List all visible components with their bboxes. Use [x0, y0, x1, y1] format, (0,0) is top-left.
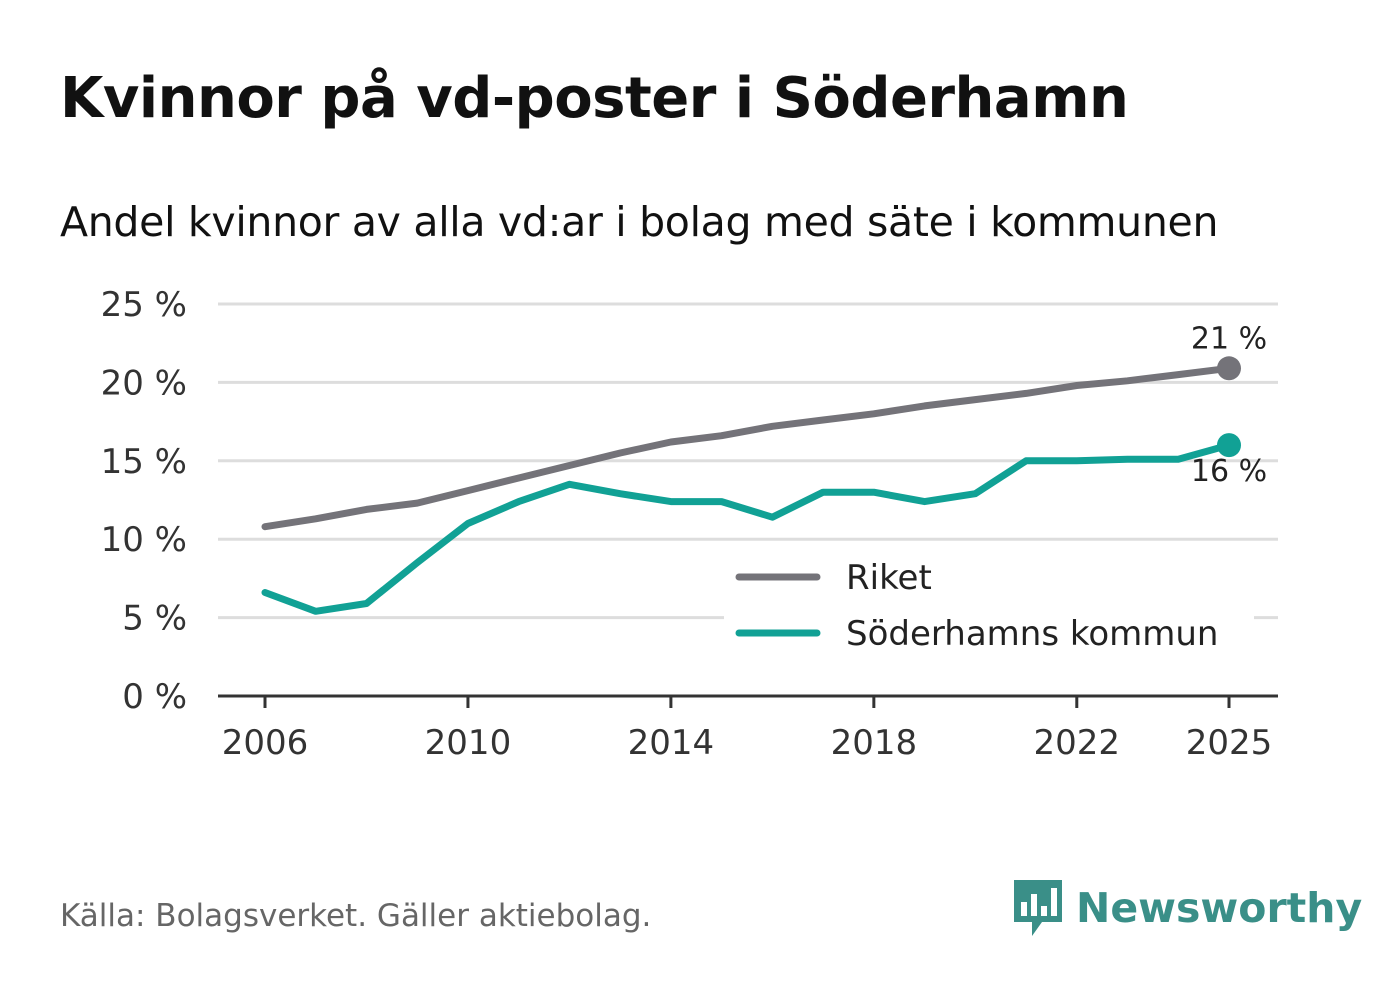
data-point [670, 501, 671, 502]
chart-title: Kvinnor på vd-poster i Söderhamn [60, 66, 1129, 131]
data-point [772, 426, 773, 427]
end-point-marker [1217, 356, 1241, 381]
y-tick-label: 20 % [101, 363, 187, 403]
end-label-soderhamn: 16 % [1191, 454, 1267, 489]
data-point [417, 562, 418, 563]
data-point [366, 603, 367, 604]
data-point [721, 435, 722, 436]
brand-name: Newsworthy [1076, 884, 1363, 932]
data-point [265, 526, 266, 527]
data-point [1076, 385, 1077, 386]
legend-label-soderhamn: Söderhamns kommun [846, 614, 1218, 654]
data-point [265, 592, 266, 593]
data-point [1178, 459, 1179, 460]
y-axis-ticks: 0 % 5 % 10 % 15 % 20 % 25 % [101, 285, 187, 717]
data-point [1178, 374, 1179, 375]
data-point [518, 501, 519, 502]
series-line-soderhamn [261, 441, 1233, 615]
data-point [1026, 393, 1027, 394]
data-point [1127, 459, 1128, 460]
data-point [873, 413, 874, 414]
y-tick-label: 15 % [101, 442, 187, 482]
x-axis-ticks: 2006 2010 2014 2018 2022 2025 [222, 696, 1273, 763]
source-note: Källa: Bolagsverket. Gäller aktiebolag. [60, 898, 652, 934]
data-point [924, 501, 925, 502]
data-point [620, 452, 621, 453]
data-point [670, 441, 671, 442]
series-riket: 21 % [261, 321, 1267, 531]
x-tick-label: 2018 [831, 723, 918, 763]
series-soderhamn: 16 % [261, 433, 1267, 615]
x-tick-label: 2014 [628, 723, 715, 763]
y-tick-label: 10 % [101, 520, 187, 560]
data-point [518, 478, 519, 479]
data-point [772, 517, 773, 518]
data-point [315, 611, 316, 612]
data-point [823, 420, 824, 421]
y-tick-label: 25 % [101, 285, 187, 325]
y-tick-label: 0 % [122, 677, 187, 717]
x-tick-label: 2022 [1034, 723, 1121, 763]
data-point [1127, 380, 1128, 381]
data-point [417, 503, 418, 504]
legend: Riket Söderhamns kommun [724, 548, 1254, 670]
data-point [569, 465, 570, 466]
series-line-riket [261, 364, 1233, 531]
x-tick-label: 2025 [1186, 723, 1273, 763]
data-point [1076, 460, 1077, 461]
x-tick-label: 2006 [222, 723, 309, 763]
series: 21 % 16 % [261, 321, 1267, 615]
end-point-marker [1217, 433, 1241, 458]
data-point [315, 518, 316, 519]
data-point [467, 523, 468, 524]
x-tick-label: 2010 [425, 723, 512, 763]
newsworthy-logo-icon [1014, 880, 1062, 936]
legend-background [724, 548, 1254, 670]
data-point [873, 492, 874, 493]
data-point [467, 490, 468, 491]
data-point [366, 509, 367, 510]
data-point [620, 493, 621, 494]
data-point [1026, 460, 1027, 461]
y-tick-label: 5 % [122, 599, 187, 639]
data-point [721, 501, 722, 502]
legend-label-riket: Riket [846, 558, 932, 598]
data-point [823, 492, 824, 493]
end-label-riket: 21 % [1191, 321, 1267, 356]
data-point [569, 484, 570, 485]
data-point [975, 493, 976, 494]
newsworthy-logo: Newsworthy [1012, 878, 1362, 938]
data-point [975, 399, 976, 400]
chart-subtitle: Andel kvinnor av alla vd:ar i bolag med … [60, 198, 1219, 246]
data-point [924, 405, 925, 406]
